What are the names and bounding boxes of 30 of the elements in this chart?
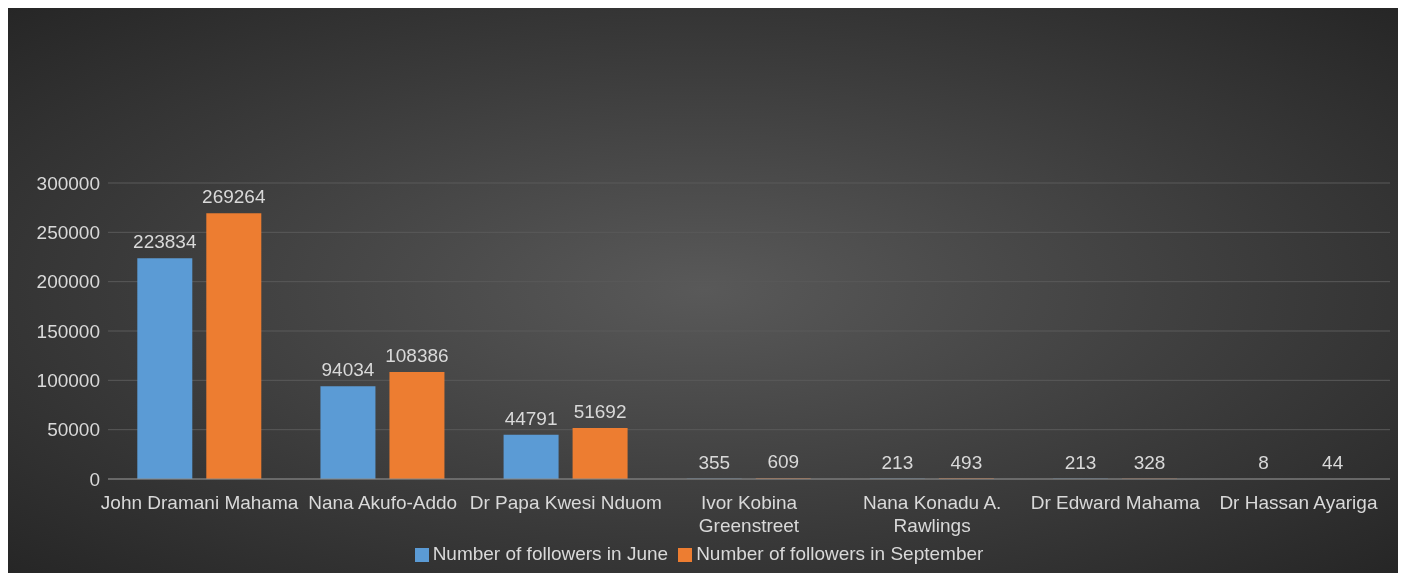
data-label: 51692 bbox=[573, 401, 627, 422]
legend-label: Number of followers in June bbox=[432, 543, 669, 564]
y-tick-label: 300000 bbox=[36, 172, 100, 194]
x-tick-label: Nana Akufo-Addo bbox=[308, 492, 458, 513]
data-label: 213 bbox=[1064, 451, 1097, 473]
y-tick-label: 150000 bbox=[36, 320, 100, 342]
data-label: 269264 bbox=[202, 186, 266, 208]
x-tick-label: Dr Hassan Ayariga bbox=[1219, 492, 1378, 513]
data-label: 328 bbox=[1133, 451, 1166, 473]
legend-label: Number of followers in September bbox=[696, 543, 984, 564]
data-label: 8 bbox=[1258, 451, 1269, 473]
data-label: 493 bbox=[950, 451, 983, 473]
y-tick-label: 0 bbox=[89, 468, 100, 490]
x-tick-label: John Dramani Mahama bbox=[100, 492, 299, 513]
data-label: 355 bbox=[698, 451, 731, 473]
x-tick-label: Nana Konadu A. Rawlings bbox=[862, 492, 1002, 536]
data-label: 108386 bbox=[385, 345, 449, 367]
y-tick-label: 100000 bbox=[36, 370, 100, 392]
x-tick-label: Ivor Kobina Greenstreet bbox=[698, 492, 800, 536]
data-label: 44 bbox=[1322, 451, 1344, 473]
y-tick-label: 50000 bbox=[47, 419, 100, 441]
data-label: 609 bbox=[767, 451, 800, 473]
data-label: 213 bbox=[881, 451, 914, 473]
y-tick-label: 200000 bbox=[36, 271, 100, 293]
x-tick-label: Dr Papa Kwesi Nduom bbox=[469, 492, 662, 513]
x-tick-label: Dr Edward Mahama bbox=[1030, 492, 1201, 513]
data-label: 44791 bbox=[504, 407, 558, 429]
data-label: 223834 bbox=[133, 231, 197, 253]
data-label: 94034 bbox=[321, 359, 375, 381]
y-tick-label: 250000 bbox=[36, 222, 100, 244]
